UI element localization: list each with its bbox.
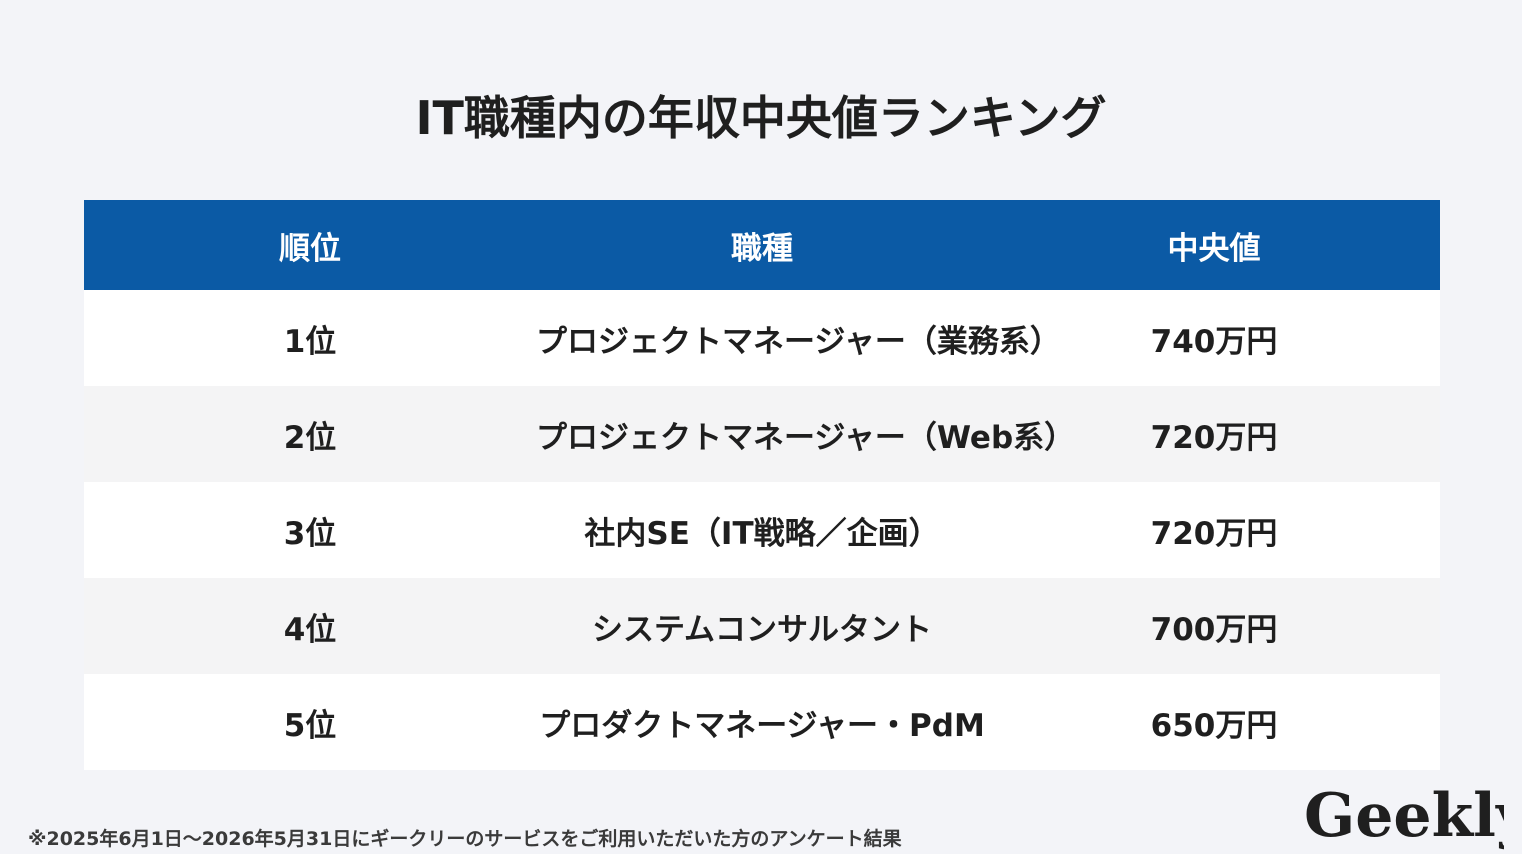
rank-cell: 1位: [283, 323, 337, 360]
header-median: 中央値: [1167, 230, 1261, 267]
rank-cell: 4位: [283, 611, 337, 648]
rank-cell: 5位: [283, 707, 337, 744]
median-cell: 720万円: [1150, 515, 1278, 552]
median-cell: 720万円: [1150, 419, 1278, 456]
job-cell: システムコンサルタント: [591, 611, 933, 648]
table-row: 4位 システムコンサルタント 700万円: [84, 578, 1440, 674]
table-row: 3位 社内SE（IT戦略／企画） 720万円: [84, 482, 1440, 578]
header-job: 職種: [731, 230, 793, 267]
job-cell: 社内SE（IT戦略／企画）: [584, 515, 940, 552]
job-cell: プロジェクトマネージャー（Web系）: [536, 419, 1076, 456]
table-row: 2位 プロジェクトマネージャー（Web系） 720万円: [84, 386, 1440, 482]
median-cell: 740万円: [1150, 323, 1278, 360]
logo-text: Geekly: [1304, 781, 1504, 850]
job-cell: プロジェクトマネージャー（業務系）: [536, 323, 1061, 360]
ranking-table: 順位 職種 中央値 1位 プロジェクトマネージャー（業務系） 740万円 2位 …: [84, 200, 1440, 770]
rank-cell: 2位: [283, 419, 337, 456]
job-cell: プロダクトマネージャー・PdM: [539, 707, 985, 744]
median-cell: 700万円: [1150, 611, 1278, 648]
rank-cell: 3位: [283, 515, 337, 552]
table-header: 順位 職種 中央値: [84, 200, 1440, 290]
median-cell: 650万円: [1150, 707, 1278, 744]
survey-footnote: ※2025年6月1日〜2026年5月31日にギークリーのサービスをご利用いただい…: [28, 828, 902, 850]
header-rank: 順位: [279, 230, 341, 267]
table-row: 1位 プロジェクトマネージャー（業務系） 740万円: [84, 290, 1440, 386]
table-row: 5位 プロダクトマネージャー・PdM 650万円: [84, 674, 1440, 770]
chart-title: IT職種内の年収中央値ランキング: [415, 91, 1107, 145]
geekly-logo: Geekly: [1304, 780, 1522, 851]
